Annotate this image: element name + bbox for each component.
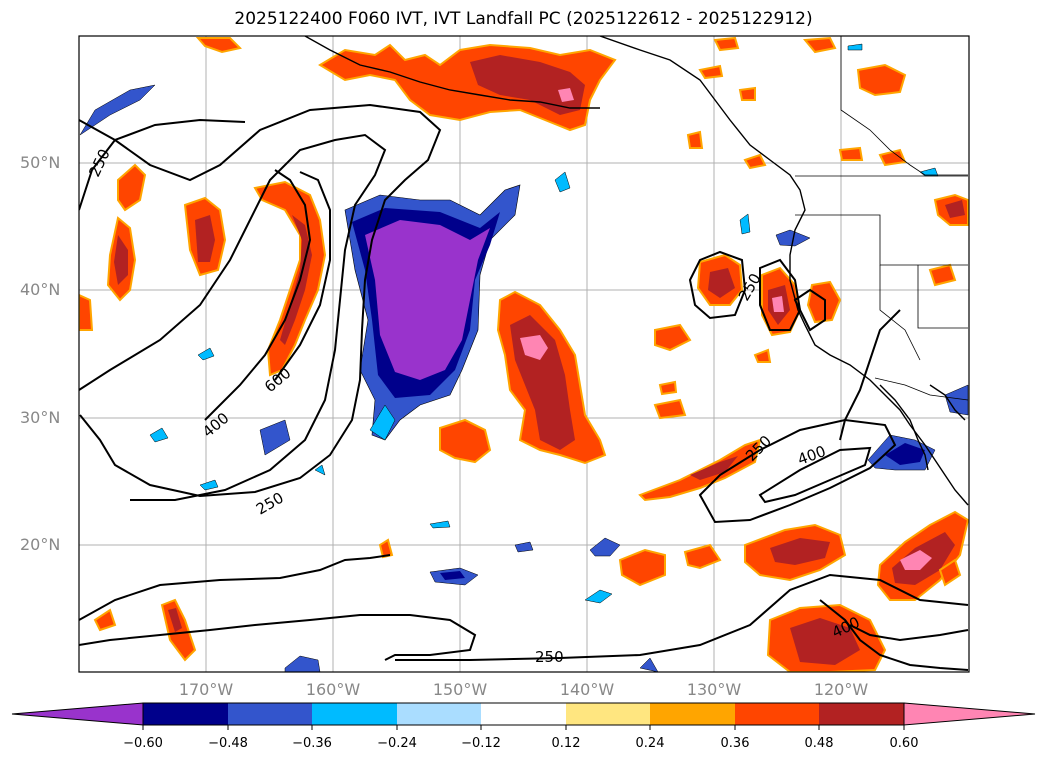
colorbar-segment xyxy=(397,703,481,725)
colorbar-segment xyxy=(312,703,397,725)
colorbar-tick-label: 0.12 xyxy=(551,736,581,751)
borders xyxy=(795,36,969,401)
colorbar-segment xyxy=(566,703,650,725)
colorbar-tick-label: 0.36 xyxy=(720,736,750,751)
lat-label: 30°N xyxy=(20,408,61,427)
colorbar-tick-label: −0.36 xyxy=(292,736,332,751)
lon-label: 140°W xyxy=(559,680,615,699)
colorbar-tick-label: 0.24 xyxy=(635,736,665,751)
colorbar-segment xyxy=(143,703,228,725)
lon-label: 160°W xyxy=(305,680,361,699)
colorbar-tick-label: 0.60 xyxy=(889,736,919,751)
map-frame xyxy=(78,35,970,673)
negative-pc-region xyxy=(79,43,969,672)
lon-label: 120°W xyxy=(813,680,869,699)
colorbar-segment xyxy=(481,703,566,725)
lon-label: 150°W xyxy=(432,680,488,699)
ivt-contours xyxy=(79,103,969,671)
lat-label: 20°N xyxy=(20,535,61,554)
colorbar-segment xyxy=(819,703,904,725)
colorbar-tick-label: 0.48 xyxy=(804,736,834,751)
map-title: 2025122400 F060 IVT, IVT Landfall PC (20… xyxy=(234,9,813,29)
coastlines xyxy=(304,36,969,506)
lat-label: 40°N xyxy=(20,280,61,299)
colorbar xyxy=(11,702,1036,730)
colorbar-extend-right xyxy=(903,702,1036,726)
colorbar-tick-label: −0.60 xyxy=(123,736,163,751)
colorbar-tick-label: −0.48 xyxy=(208,736,248,751)
colorbar-tick-label: −0.12 xyxy=(461,736,501,751)
lon-label: 130°W xyxy=(686,680,742,699)
colorbar-segment xyxy=(650,703,735,725)
map-area: 250 250 600 400 250 250 400 250 250 400 xyxy=(79,36,969,672)
lat-label: 50°N xyxy=(20,153,61,172)
contour-label: 250 xyxy=(535,648,564,666)
colorbar-tick-label: −0.24 xyxy=(377,736,417,751)
colorbar-segment xyxy=(735,703,819,725)
positive-pc-region xyxy=(79,36,969,672)
colorbar-segment xyxy=(228,703,312,725)
lon-label: 170°W xyxy=(178,680,234,699)
colorbar-extend-left xyxy=(11,702,144,726)
